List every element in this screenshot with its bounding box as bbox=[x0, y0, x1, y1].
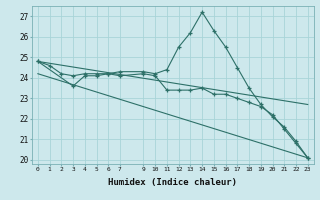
X-axis label: Humidex (Indice chaleur): Humidex (Indice chaleur) bbox=[108, 178, 237, 187]
